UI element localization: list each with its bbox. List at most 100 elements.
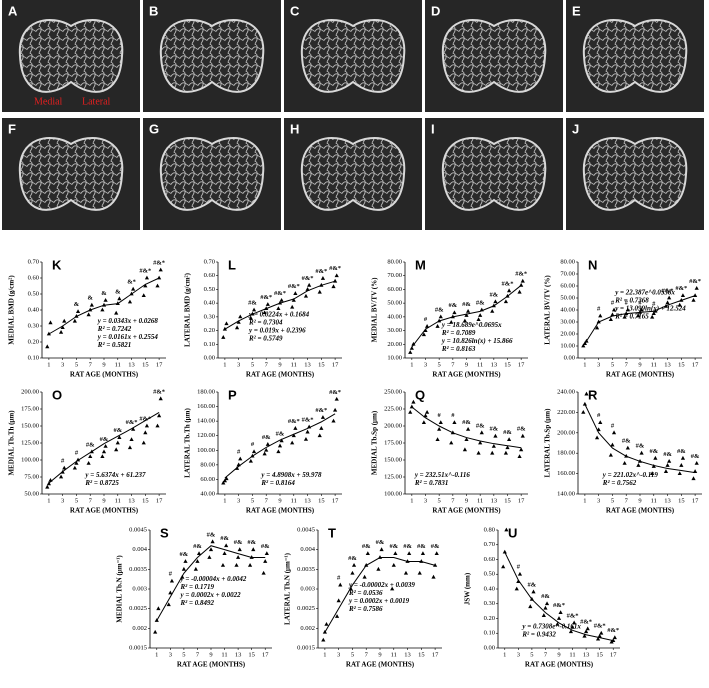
panel-label: E <box>572 3 581 18</box>
data-point <box>407 551 412 555</box>
significance-label: #& <box>517 426 526 433</box>
data-point <box>568 629 574 634</box>
y-tick-label: 0.00 <box>484 644 495 651</box>
significance-label: #& <box>86 441 95 448</box>
significance-label: #& <box>417 543 426 550</box>
data-point <box>166 602 171 607</box>
data-point <box>408 410 413 414</box>
significance-label: # <box>611 299 615 306</box>
y-tick-label: 60.00 <box>200 476 215 483</box>
data-point <box>624 311 629 315</box>
data-point <box>608 317 613 321</box>
bone-section <box>441 19 547 93</box>
data-point <box>236 319 241 324</box>
data-point <box>251 449 257 454</box>
y-tick-label: 100.00 <box>21 456 39 463</box>
data-point <box>478 313 483 317</box>
data-point <box>350 570 355 575</box>
data-point <box>490 450 495 455</box>
y-tick-label: 0.10 <box>484 630 495 637</box>
x-tick-label: 9 <box>465 497 468 504</box>
data-point <box>236 555 241 559</box>
data-point <box>417 570 422 575</box>
bone-section <box>441 137 547 211</box>
data-point <box>101 302 107 307</box>
data-point <box>694 286 699 290</box>
significance-label: #& <box>348 555 357 562</box>
x-tick-label: 11 <box>391 651 397 658</box>
significance-label: #&* <box>126 419 138 426</box>
data-point <box>667 295 672 300</box>
data-point <box>264 447 269 452</box>
significance-label: #& <box>476 299 485 306</box>
data-point <box>597 633 602 638</box>
data-point <box>517 571 523 576</box>
x-tick-label: 13 <box>404 651 411 658</box>
x-tick-label: 15 <box>318 497 325 504</box>
data-point <box>156 606 161 611</box>
significance-label: # <box>638 299 642 306</box>
significance-label: #& <box>261 543 270 550</box>
significance-label: #& <box>100 436 109 443</box>
x-tick-label: 11 <box>477 361 483 368</box>
data-point <box>291 433 296 438</box>
data-point <box>452 310 457 315</box>
significance-label: #&* <box>260 294 272 301</box>
chart: 0.000.100.200.300.400.500.600.701 3 5 7 9 11 1… <box>184 257 342 379</box>
fit-equation: y = 0.7308e^-0.161x <box>521 622 581 630</box>
x-tick-label: 5 <box>251 361 254 368</box>
data-point <box>263 559 268 563</box>
x-axis-label: RAT AGE (MONTHS) <box>246 507 315 515</box>
data-point <box>437 427 442 431</box>
data-point <box>505 445 510 450</box>
y-tick-label: 0.004 <box>132 546 147 553</box>
data-point <box>58 330 64 334</box>
data-point <box>449 440 454 445</box>
panel-label: H <box>290 121 299 136</box>
data-point <box>693 293 698 297</box>
data-point <box>129 291 134 296</box>
x-tick-label: 5 <box>530 651 533 658</box>
fit-equation: y = 0.0343x + 0.0268 <box>97 317 159 325</box>
x-tick-label: 3 <box>597 361 600 368</box>
significance-label: #&* <box>329 389 341 396</box>
significance-label: # <box>438 412 442 419</box>
fit-equation: y = 13.099ln(x) + 12.524 <box>614 304 686 312</box>
x-tick-label: 3 <box>237 497 240 504</box>
data-point <box>679 463 684 467</box>
data-point <box>117 296 122 301</box>
significance-label: #& <box>262 434 271 441</box>
data-point <box>691 476 696 481</box>
data-point <box>158 396 163 401</box>
x-tick-label: 5 <box>438 361 441 368</box>
data-point <box>334 614 340 618</box>
significance-label: #& <box>362 543 371 550</box>
x-tick-label: 9 <box>638 361 641 368</box>
y-tick-label: 0.30 <box>28 322 39 329</box>
significance-label: #& <box>376 539 385 546</box>
x-tick-label: 15 <box>678 497 685 504</box>
significance-label: #&* <box>662 287 674 294</box>
data-point <box>390 586 395 591</box>
data-point <box>663 304 669 308</box>
panel-label: F <box>8 121 16 136</box>
data-point <box>653 455 658 460</box>
data-point <box>466 427 471 431</box>
ct-panel: B <box>143 0 281 112</box>
significance-label: #&* <box>675 285 687 292</box>
data-point <box>155 423 160 428</box>
y-tick-label: 180.00 <box>197 388 215 395</box>
x-tick-label: 11 <box>569 651 575 658</box>
data-point <box>45 484 50 489</box>
y-tick-label: 0.20 <box>484 615 495 622</box>
data-point <box>72 318 77 323</box>
trend-line <box>504 551 614 642</box>
x-tick-label: 13 <box>664 497 671 504</box>
trend-line <box>48 411 160 484</box>
x-tick-label: 3 <box>597 497 600 504</box>
data-point <box>157 275 162 280</box>
y-tick-label: 60.00 <box>387 286 402 293</box>
data-point <box>435 437 440 441</box>
significance-label: #&* <box>502 280 514 287</box>
significance-label: #& <box>193 543 202 550</box>
